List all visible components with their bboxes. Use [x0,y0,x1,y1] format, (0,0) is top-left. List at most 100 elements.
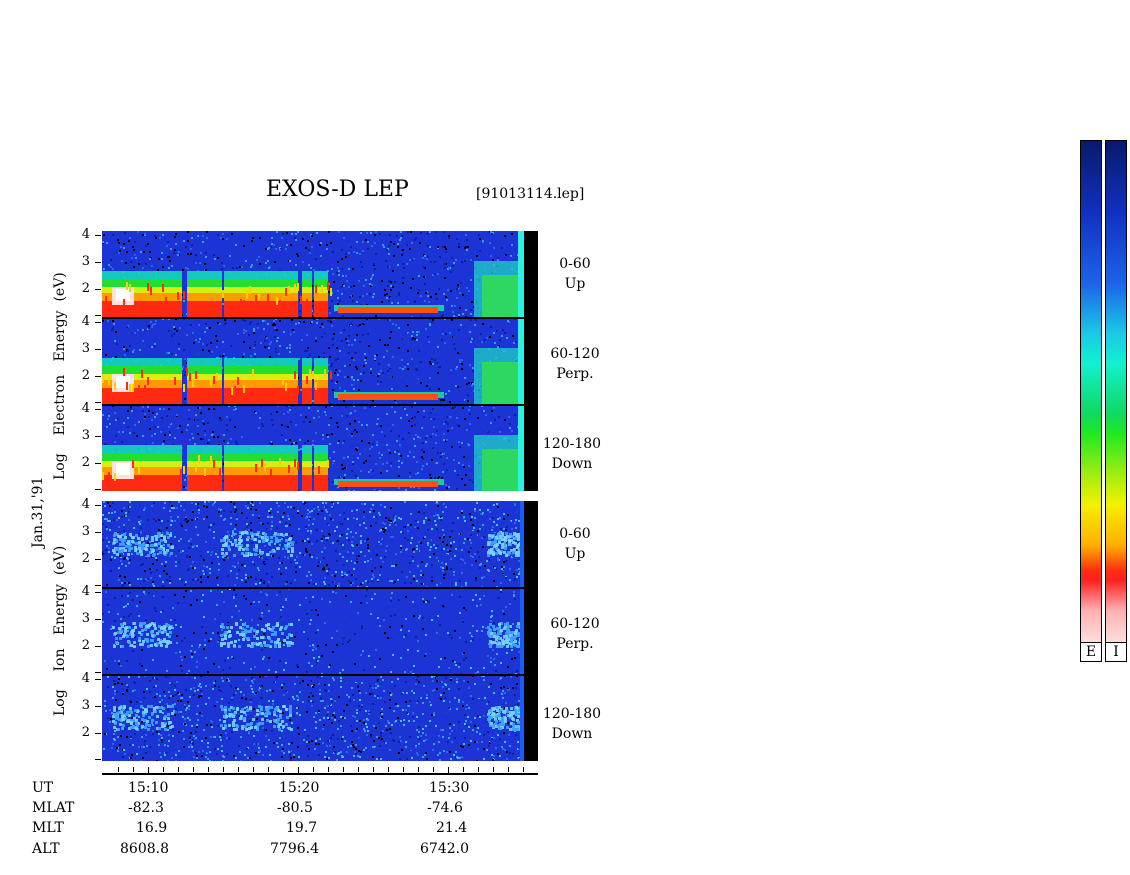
x-tick-mark [433,767,434,772]
ut-value: 15:20 [279,780,320,796]
y-tick-mark [95,463,101,464]
ion-panel-perp [102,588,524,674]
x-tick-mark [253,767,254,772]
x-tick-mark [448,767,449,775]
y-tick-label: 4 [81,227,90,242]
y-tick-mark [95,436,101,437]
y-tick-mark [95,706,101,707]
y-tick-label: 2 [81,638,90,653]
y-tick-mark [95,489,101,490]
x-tick-mark [118,767,119,772]
y-tick-mark [95,289,101,290]
y-tick-mark [95,559,101,560]
ion-panel-label-perp: 60-120 Perp. [550,616,600,652]
panel-separator [102,317,538,319]
y-tick-label: 3 [81,611,90,626]
x-tick-mark [178,767,179,772]
electron-panel-label-down: 120-180 Down [542,436,602,472]
ion-ylabel: Log Ion Energy (eV) [52,545,68,716]
x-tick-mark [313,767,314,772]
y-tick-mark [95,349,101,350]
ion-blackbar [524,501,538,761]
x-tick-mark [163,767,164,772]
mlt-value: 21.4 [436,820,468,836]
y-tick-mark [95,402,101,403]
y-tick-mark [95,235,101,236]
y-tick-mark [95,619,101,620]
x-tick-mark [208,767,209,772]
x-tick-mark [343,767,344,772]
y-tick-mark [95,409,101,410]
y-tick-mark [95,376,101,377]
mlat-value: -80.5 [277,800,313,816]
electron-panel-label-up: 0-60 Up [559,256,591,292]
panel-separator [102,404,538,406]
y-tick-mark [95,759,101,760]
file-name: [91013114.lep] [476,186,585,202]
ut-value: 15:30 [429,780,470,796]
x-tick-mark [493,767,494,772]
y-tick-mark [95,532,101,533]
mlat-value: -82.3 [128,800,164,816]
x-tick-mark [403,767,404,772]
y-tick-mark [95,592,101,593]
y-tick-label: 3 [81,698,90,713]
ion-panel-label-up: 0-60 Up [559,526,591,562]
electron-panel-down [102,405,524,491]
x-tick-mark [463,767,464,772]
colorbar-electron-label: E [1080,642,1102,662]
electron-blackbar [524,231,538,491]
x-tick-mark [523,767,524,772]
electron-ylabel: Log Electron Energy (eV) [52,272,68,480]
x-tick-mark [388,767,389,772]
panel-separator [102,674,538,676]
x-tick-mark [148,767,149,775]
panel-separator [102,587,538,589]
y-tick-mark [95,505,101,506]
y-tick-mark [95,679,101,680]
y-tick-mark [95,262,101,263]
y-tick-mark [95,672,101,673]
row-label-mlt: MLT [32,820,64,836]
y-tick-label: 2 [81,368,90,383]
y-tick-label: 4 [81,314,90,329]
x-tick-mark [328,767,329,772]
colorbar-electron [1080,140,1102,647]
time-axis [102,773,538,775]
x-tick-mark [373,767,374,772]
x-tick-mark [298,767,299,775]
electron-panel-perp [102,318,524,404]
alt-value: 7796.4 [270,841,319,857]
y-tick-label: 2 [81,725,90,740]
y-tick-label: 2 [81,455,90,470]
y-tick-mark [95,585,101,586]
y-tick-label: 3 [81,428,90,443]
y-tick-mark [95,733,101,734]
y-tick-label: 4 [81,497,90,512]
y-tick-label: 2 [81,281,90,296]
date-label: Jan.31,'91 [30,476,46,548]
x-tick-mark [508,767,509,772]
x-tick-mark [418,767,419,772]
y-tick-label: 4 [81,401,90,416]
alt-value: 6742.0 [420,841,469,857]
mlt-value: 16.9 [136,820,168,836]
ion-panel-up [102,501,524,587]
y-tick-mark [95,646,101,647]
x-tick-mark [268,767,269,772]
y-tick-label: 2 [81,551,90,566]
x-tick-mark [223,767,224,772]
row-label-ut: UT [32,780,54,796]
colorbar-ion [1105,140,1127,647]
mlt-value: 19.7 [286,820,318,836]
row-label-alt: ALT [32,841,60,857]
ion-panel-down [102,675,524,761]
x-tick-mark [283,767,284,772]
x-tick-mark [358,767,359,772]
colorbar-ion-label: I [1105,642,1127,662]
y-tick-mark [95,322,101,323]
y-tick-label: 3 [81,524,90,539]
y-tick-label: 3 [81,254,90,269]
row-label-mlat: MLAT [32,800,75,816]
y-tick-label: 4 [81,671,90,686]
